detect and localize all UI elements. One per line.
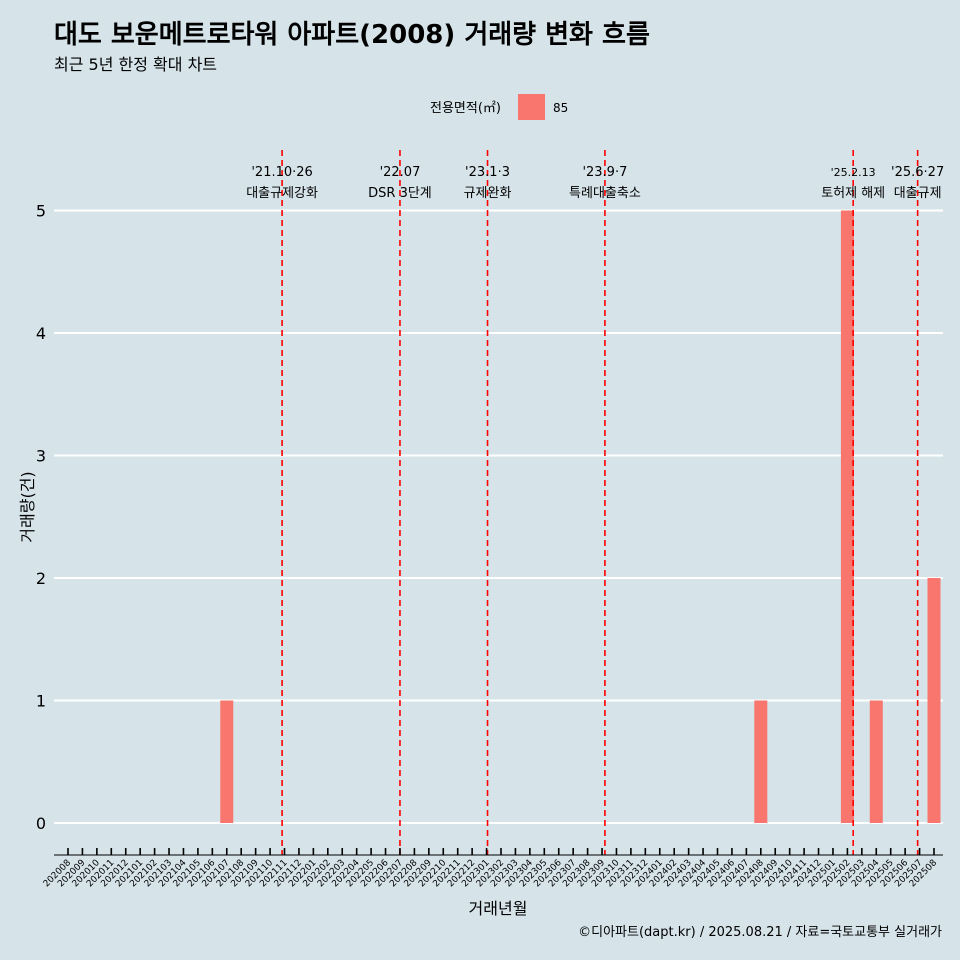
bar — [220, 700, 234, 823]
event-name-label: 대출규제 — [894, 186, 942, 201]
caption: ©디아파트(dapt.kr) / 2025.08.21 / 자료=국토교통부 실… — [578, 925, 942, 940]
event-date-label: '23.1·3 — [465, 165, 510, 180]
legend-swatch — [518, 94, 545, 120]
event-date-label: '21.10·26 — [251, 165, 312, 180]
y-tick-label: 3 — [36, 447, 46, 466]
bar — [840, 210, 854, 823]
event-date-label: '22.07 — [380, 165, 421, 180]
chart-title: 대도 보운메트로타워 아파트(2008) 거래량 변화 흐름 — [54, 20, 650, 50]
event-date-label: '25.6·27 — [891, 165, 944, 180]
event-name-label: 대출규제강화 — [246, 186, 318, 201]
y-tick-label: 2 — [36, 569, 46, 588]
legend-title: 전용면적(㎡) — [430, 101, 501, 116]
event-date-label: '23.9·7 — [582, 165, 627, 180]
y-axis: 0 1 2 3 4 5 — [36, 202, 46, 834]
x-axis: 2020082020092020102020112020122021012021… — [42, 848, 943, 889]
y-axis-title: 거래량(건) — [18, 471, 37, 542]
event-name-label: 규제완화 — [464, 186, 512, 201]
bar — [754, 700, 768, 823]
event-markers: '21.10·26 대출규제강화 '22.07 DSR 3단계 '23.1·3 규제완화 '… — [246, 150, 944, 855]
event-name-label: 특례대출축소 — [569, 186, 641, 201]
bars — [220, 210, 941, 823]
y-tick-label: 1 — [36, 692, 46, 711]
event-name-label: DSR 3단계 — [368, 186, 432, 201]
legend: 전용면적(㎡) 85 — [430, 94, 568, 120]
legend-label: 85 — [553, 101, 568, 115]
x-axis-title: 거래년월 — [469, 899, 528, 918]
chart-subtitle: 최근 5년 한정 확대 차트 — [54, 55, 217, 74]
y-tick-label: 5 — [36, 202, 46, 221]
gridlines — [54, 209, 943, 824]
y-tick-label: 4 — [36, 324, 46, 343]
bar — [927, 578, 941, 823]
y-tick-label: 0 — [36, 814, 46, 833]
event-name-label: 토허제 해제 — [821, 186, 885, 201]
bar — [869, 700, 883, 823]
event-date-label: '25.2.13 — [831, 166, 876, 179]
